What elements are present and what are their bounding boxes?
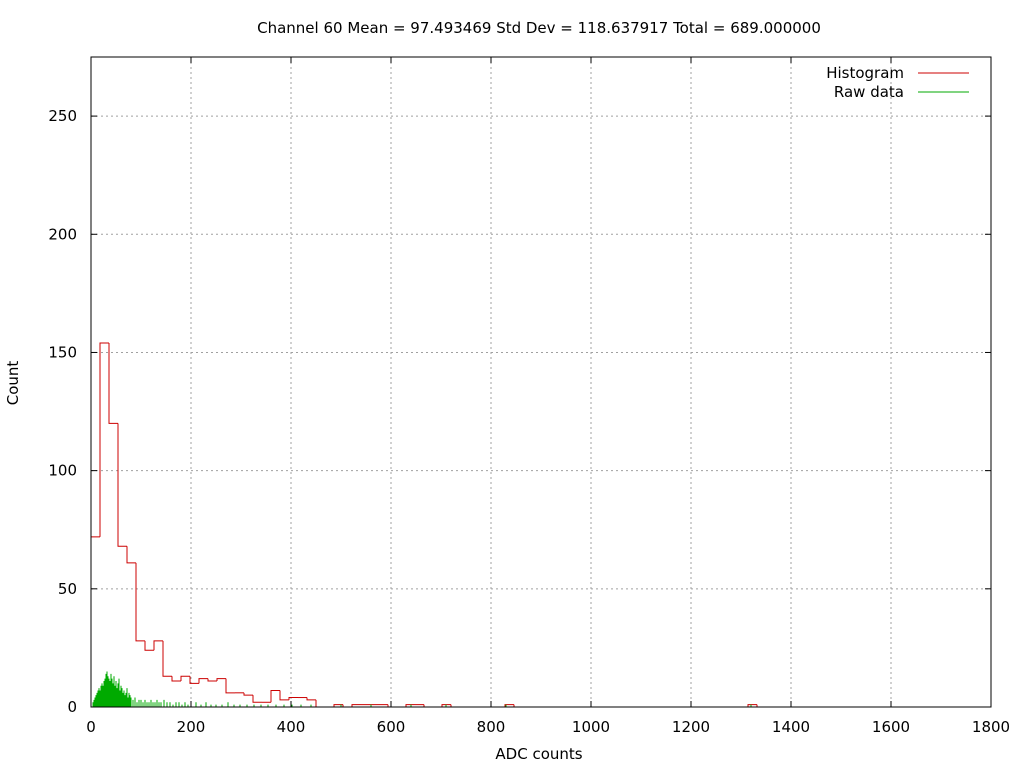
histogram-bin	[171, 676, 181, 682]
histogram-bin	[333, 704, 343, 707]
x-tick-label: 0	[86, 718, 96, 736]
histogram-bin	[162, 640, 172, 677]
histogram-bin	[315, 699, 325, 708]
grid	[91, 57, 991, 707]
x-tick-label: 600	[377, 718, 406, 736]
chart-title: Channel 60 Mean = 97.493469 Std Dev = 11…	[257, 19, 821, 37]
x-tick-label: 200	[177, 718, 206, 736]
x-axis-label: ADC counts	[495, 745, 582, 763]
x-tick-label: 1200	[672, 718, 710, 736]
histogram-bin	[747, 704, 757, 707]
x-tick-label: 800	[477, 718, 506, 736]
histogram-bin	[99, 342, 109, 537]
x-tick-label: 400	[277, 718, 306, 736]
y-tick-label: 150	[48, 343, 77, 361]
legend-label: Raw data	[834, 83, 904, 101]
histogram-bin	[405, 704, 415, 707]
histogram-bin	[198, 678, 208, 684]
histogram-bin	[153, 640, 163, 651]
y-tick-label: 50	[58, 580, 77, 598]
histogram-bin	[504, 704, 514, 707]
histogram-bin	[351, 704, 361, 707]
x-tick-label: 1600	[872, 718, 910, 736]
histogram-bin	[306, 697, 316, 701]
histogram-bin	[108, 343, 118, 424]
x-tick-label: 1000	[572, 718, 610, 736]
x-tick-label: 1400	[772, 718, 810, 736]
y-tick-label: 200	[48, 225, 77, 243]
histogram-bin	[90, 536, 100, 707]
histogram-bin	[189, 676, 199, 684]
y-tick-label: 250	[48, 107, 77, 125]
histogram-series	[90, 342, 766, 708]
x-tick-label: 1800	[972, 718, 1010, 736]
histogram-bin	[207, 678, 217, 682]
histogram-bin	[288, 697, 298, 700]
y-tick-label: 100	[48, 462, 77, 480]
y-tick-label: 0	[67, 698, 77, 716]
y-axis-label: Count	[4, 361, 22, 406]
histogram-bin	[216, 678, 226, 681]
histogram-bin	[279, 690, 289, 701]
legend-label: Histogram	[826, 64, 904, 82]
raw-data-series	[92, 671, 752, 707]
histogram-bin	[225, 678, 235, 694]
histogram-bin	[144, 640, 154, 651]
histogram-bin	[252, 695, 262, 703]
series-layer	[90, 342, 766, 708]
histogram-bin	[243, 692, 253, 696]
axis-ticks: 0 200 400 600 800 1000 1200 1400 1600 1800 0 50 100 1…	[48, 57, 1010, 736]
histogram-bin	[270, 689, 280, 703]
histogram-bin	[117, 423, 127, 547]
histogram-bin	[126, 546, 136, 564]
histogram-bin	[180, 675, 190, 681]
plot-frame	[90, 56, 992, 708]
histogram-bin	[441, 704, 451, 707]
histogram-bin	[135, 562, 145, 642]
